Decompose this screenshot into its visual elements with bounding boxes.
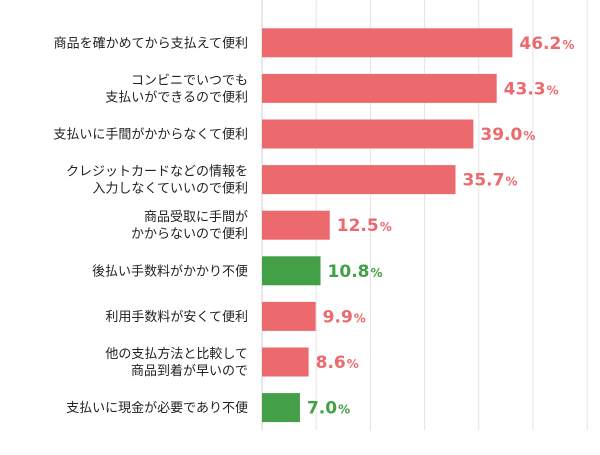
bar-5 <box>262 210 330 240</box>
bar-3 <box>262 119 474 149</box>
value-number: 39.0 <box>480 125 522 145</box>
category-label-8-line-2: 商品到着が早いので <box>131 363 248 379</box>
value-labels: 46.2%43.3%39.0%35.7%12.5%10.8%9.9%8.6%7.… <box>307 34 574 419</box>
value-number: 43.3 <box>504 79 546 99</box>
value-unit: % <box>547 83 559 97</box>
category-label-8-line-1: 他の支払方法と比較して <box>105 346 248 362</box>
value-label-9: 7.0% <box>307 399 350 419</box>
value-number: 35.7 <box>462 171 504 191</box>
value-label-2: 43.3% <box>504 79 559 99</box>
value-label-6: 10.8% <box>328 262 383 282</box>
category-label-5-line-1: 商品受取に手間が <box>144 210 248 225</box>
value-number: 46.2 <box>519 34 561 54</box>
value-unit: % <box>523 129 535 143</box>
category-label-4-line-1: クレジットカードなどの情報を <box>66 165 248 180</box>
value-number: 12.5 <box>337 216 379 236</box>
bar-4 <box>262 165 456 195</box>
bar-9 <box>262 393 300 423</box>
bar-6 <box>262 256 321 286</box>
category-label-5-line-2: かからないので便利 <box>131 227 248 242</box>
value-unit: % <box>505 175 517 189</box>
bars <box>262 28 513 423</box>
value-number: 8.6 <box>316 353 346 373</box>
category-label-3: 支払いに手間がかからなくて便利 <box>53 128 248 143</box>
grid-lines <box>261 0 588 431</box>
category-label-2-line-2: 支払いができるので便利 <box>105 90 248 105</box>
value-number: 10.8 <box>328 262 370 282</box>
value-number: 7.0 <box>307 399 337 419</box>
category-label-6: 後払い手数料がかかり不便 <box>92 264 248 279</box>
category-labels: 商品を確かめてから支払えて便利コンビニでいつでも支払いができるので便利支払いに手… <box>53 35 248 416</box>
value-label-3: 39.0% <box>480 125 535 145</box>
bar-2 <box>262 73 497 103</box>
bar-8 <box>262 347 309 377</box>
value-unit: % <box>354 311 366 325</box>
value-number: 9.9 <box>323 307 353 327</box>
category-label-7: 利用手数料が安くて便利 <box>105 310 248 325</box>
value-unit: % <box>562 38 574 52</box>
value-unit: % <box>370 266 382 280</box>
value-label-7: 9.9% <box>323 307 366 327</box>
value-label-8: 8.6% <box>316 353 359 373</box>
value-unit: % <box>347 357 359 371</box>
category-label-2-line-1: コンビニでいつでも <box>131 73 248 88</box>
value-unit: % <box>338 403 350 417</box>
value-label-1: 46.2% <box>519 34 574 54</box>
value-unit: % <box>380 220 392 234</box>
category-label-4-line-2: 入力しなくていいので便利 <box>92 182 248 197</box>
value-label-4: 35.7% <box>462 171 517 191</box>
value-label-5: 12.5% <box>337 216 392 236</box>
bar-7 <box>262 301 316 331</box>
category-label-9: 支払いに現金が必要であり不便 <box>66 400 248 416</box>
bar-1 <box>262 28 513 58</box>
category-label-1: 商品を確かめてから支払えて便利 <box>54 35 248 51</box>
